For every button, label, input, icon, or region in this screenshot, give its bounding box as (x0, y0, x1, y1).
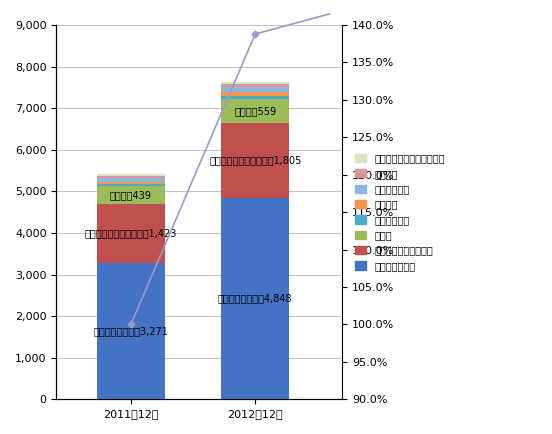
Bar (221, 99, 289, 123)
Bar (97, 178, 165, 182)
Bar (221, 96, 289, 99)
Bar (221, 82, 289, 84)
Bar (221, 92, 289, 96)
Bar (97, 184, 165, 186)
Text: カレコ，439: カレコ，439 (110, 190, 152, 200)
Text: オリックスカーシェア，1,805: オリックスカーシェア，1,805 (209, 155, 301, 165)
Bar (97, 182, 165, 184)
Bar (97, 186, 165, 204)
Text: オリックスカーシェア，1,423: オリックスカーシェア，1,423 (85, 229, 177, 239)
Bar (221, 87, 289, 92)
Bar (97, 174, 165, 176)
Bar (221, 197, 289, 399)
Text: タイムズプラス，3,271: タイムズプラス，3,271 (93, 326, 168, 336)
Bar (97, 176, 165, 178)
Bar (221, 123, 289, 197)
Bar (221, 84, 289, 87)
Bar (97, 263, 165, 399)
Bar (97, 204, 165, 263)
Text: タイムズプラス，4,848: タイムズプラス，4,848 (218, 293, 293, 303)
Legend: ガリバーカーシェアメイト, エコロカ, アース・カー, ガリテコ, レオガリバー, カレコ, オリックスカーシェア, タイムズプラス: ガリバーカーシェアメイト, エコロカ, アース・カー, ガリテコ, レオガリバー… (353, 151, 447, 273)
Text: カレコ，559: カレコ，559 (234, 106, 277, 116)
